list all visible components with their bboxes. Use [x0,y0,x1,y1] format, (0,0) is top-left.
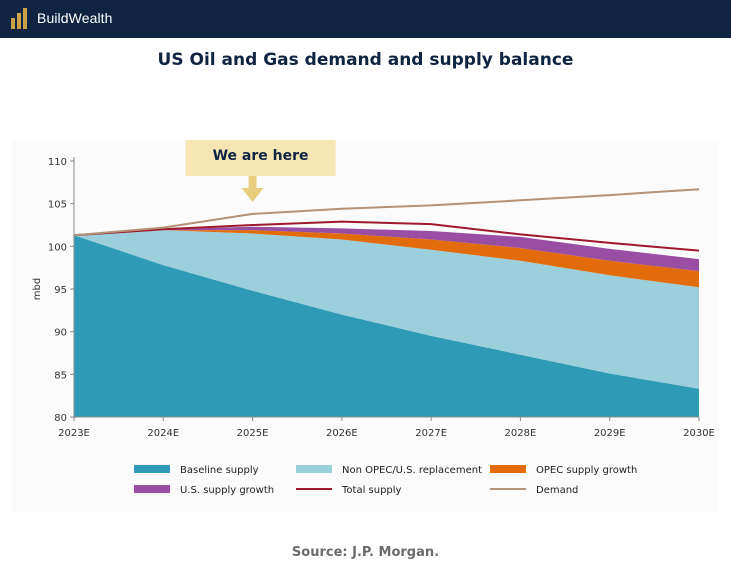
annotation-text: We are here [213,148,309,164]
legend-swatch-opec-supply-growth [490,465,526,473]
x-tick-label: 2027E [415,428,447,439]
buildwealth-logo-icon [11,8,27,29]
legend-swatch-non-opec-u-s-replacement [296,465,332,473]
top-bar: BuildWealth [0,0,731,38]
x-tick-label: 2026E [326,428,358,439]
chart-panel: 80 85 90 95 100 105 110 mbd 2023E 2024E 2025E 2026E… [12,134,719,512]
logo[interactable]: BuildWealth [10,5,113,31]
source-note: Source: J.P. Morgan. [291,545,440,560]
x-tick-label: 2025E [237,428,269,439]
y-tick-label: 90 [54,328,67,339]
line-total-supply [73,220,700,252]
y-tick-label: 95 [54,285,67,296]
x-tick-label: 2028E [505,428,537,439]
y-tick-label: 100 [48,242,67,253]
x-tick-label: 2030E [683,428,715,439]
logo-text: BuildWealth [37,10,113,26]
annotation-box [185,134,336,176]
x-tick-label: 2029E [594,428,626,439]
area-chart: 80 85 90 95 100 105 110 mbd 2023E 2024E 2025E 2026E… [32,134,715,496]
legend-swatch-baseline-supply [134,465,170,473]
x-tick-label: 2023E [58,428,90,439]
legend-label-non-opec-u-s-replacement: Non OPEC/U.S. replacement [342,465,482,476]
legend-swatch-u-s-supply-growth [134,485,170,493]
y-tick-label: 80 [54,413,67,424]
legend-label-total-supply: Total supply [341,485,402,496]
area-baseline-supply [74,235,699,417]
legend-label-demand: Demand [536,485,578,496]
y-axis-label: mbd [32,278,43,300]
legend-label-u-s-supply-growth: U.S. supply growth [180,485,274,496]
y-tick-label: 85 [54,370,67,381]
legend-label-opec-supply-growth: OPEC supply growth [536,465,637,476]
annotation-arrow-icon [241,176,264,202]
y-tick-label: 105 [48,200,67,211]
page-title: US Oil and Gas demand and supply balance [157,50,574,70]
line-demand [73,188,700,237]
area-opec-supply-growth [74,230,699,288]
y-tick-label: 110 [48,157,67,168]
x-tick-label: 2024E [147,428,179,439]
area-non-opec-u-s-replacement [74,230,699,389]
legend-label-baseline-supply: Baseline supply [180,465,259,476]
